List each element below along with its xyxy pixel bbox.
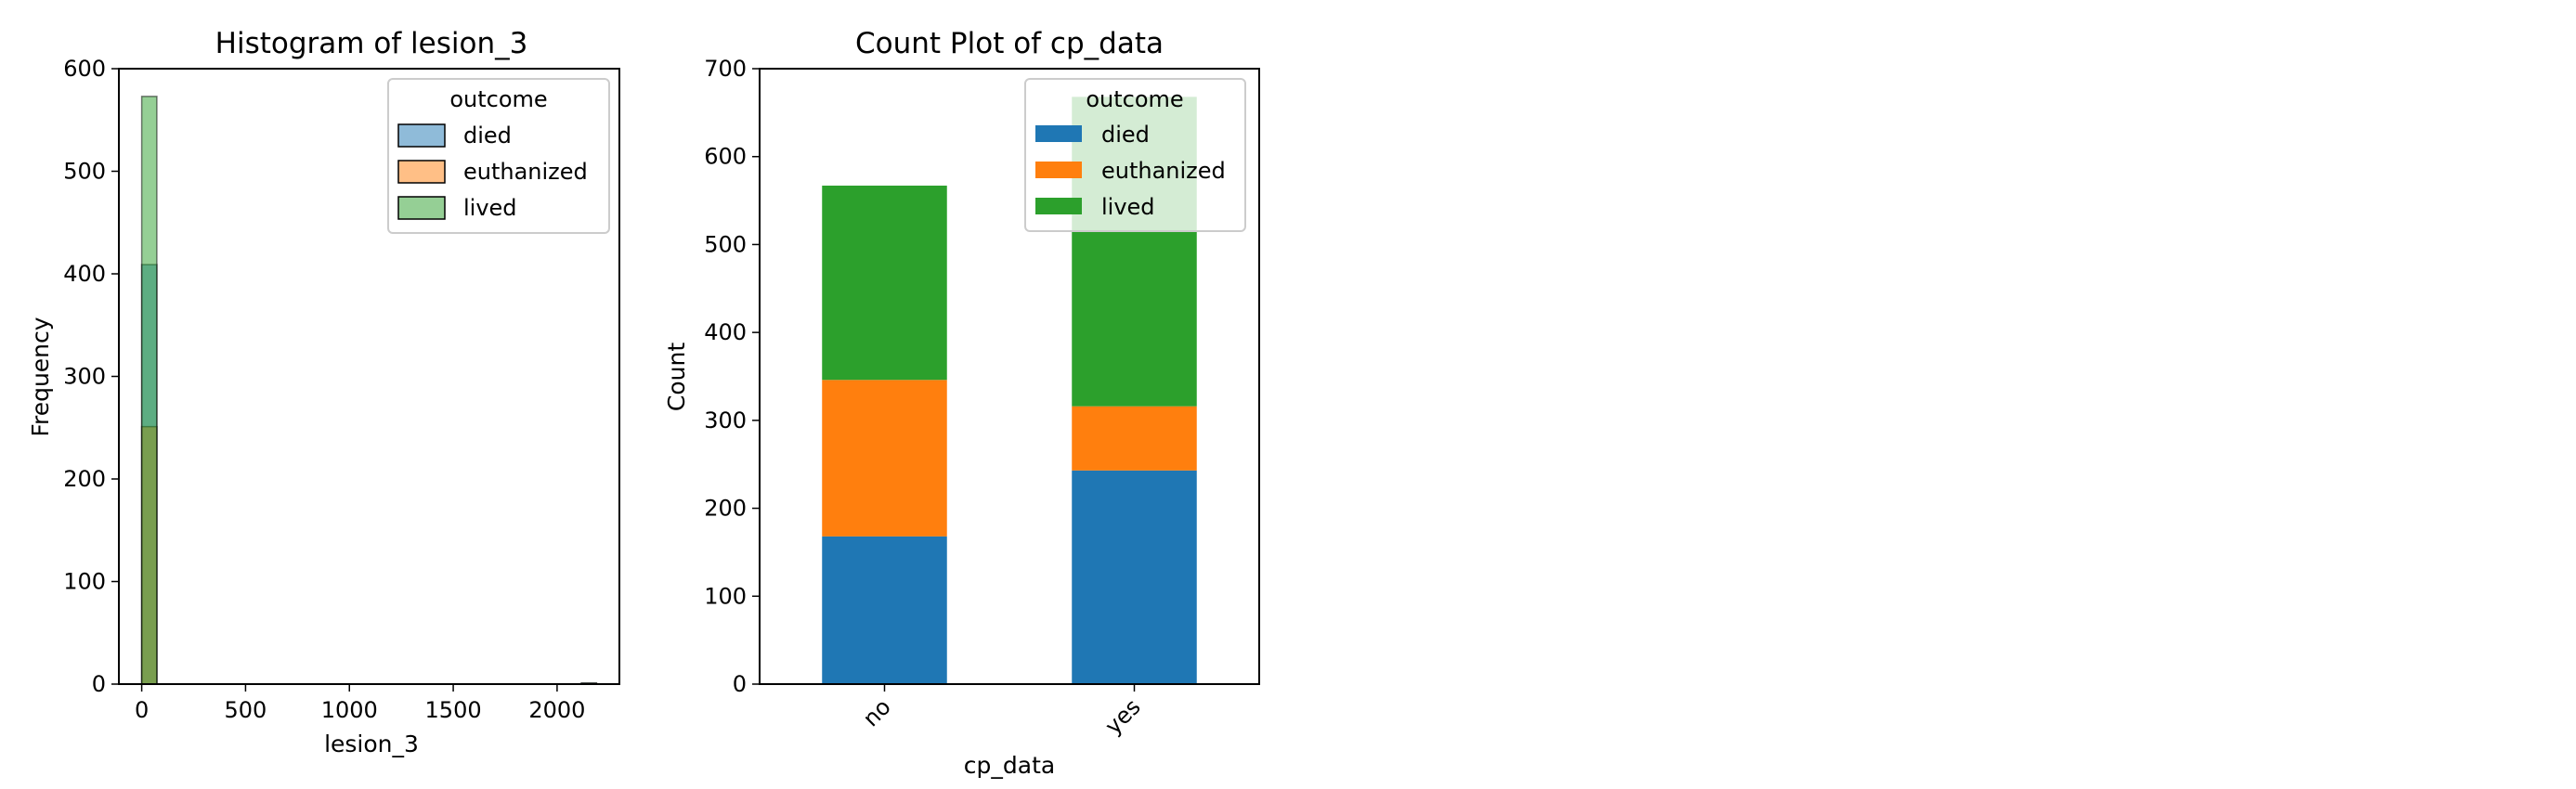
y-tick-label: 300 [63, 364, 106, 390]
legend-label-lived: lived [463, 195, 517, 221]
legend-swatch-lived [1035, 198, 1082, 214]
bar-no-died [822, 536, 947, 684]
bar-yes-died [1072, 470, 1197, 684]
y-tick-label: 400 [704, 319, 747, 345]
histogram-chart: Histogram of lesion_3 0 500 1000 1500 2000 0… [27, 27, 620, 757]
x-axis-label: lesion_3 [324, 731, 419, 757]
x-tick-label: 500 [225, 697, 267, 723]
legend-title: outcome [1086, 86, 1183, 112]
legend: outcome died euthanized lived [1024, 78, 1246, 232]
x-axis-ticks: 0 500 1000 1500 2000 [135, 684, 585, 723]
y-tick-label: 300 [704, 407, 747, 433]
y-tick-label: 700 [704, 56, 747, 82]
legend-label-euthanized: euthanized [1101, 158, 1226, 184]
legend-label-lived: lived [1101, 194, 1155, 220]
legend-box [1024, 78, 1246, 232]
chart-title: Count Plot of cp_data [855, 27, 1164, 60]
hist-bar-lived [140, 96, 158, 685]
x-tick-label: 1500 [425, 697, 482, 723]
legend-title: outcome [449, 86, 547, 112]
y-tick-label: 0 [92, 671, 106, 697]
y-axis-label: Count [663, 343, 690, 411]
axes-frame [759, 68, 1260, 685]
legend-label-euthanized: euthanized [463, 159, 588, 185]
y-axis-ticks: 0 100 200 300 400 500 600 700 [704, 56, 760, 697]
x-tick-label: 2000 [528, 697, 585, 723]
x-tick-label: 1000 [321, 697, 378, 723]
y-tick-label: 100 [63, 569, 106, 595]
x-tick-label: 0 [135, 697, 149, 723]
legend-swatch-lived [397, 196, 446, 220]
x-axis-label: cp_data [964, 752, 1055, 779]
y-axis-label: Frequency [27, 317, 54, 436]
y-tick-label: 600 [63, 56, 106, 82]
legend-label-died: died [1101, 122, 1150, 148]
legend-swatch-euthanized [1035, 162, 1082, 178]
legend-swatch-euthanized [397, 160, 446, 184]
legend-swatch-died [397, 123, 446, 148]
y-tick-label: 200 [704, 496, 747, 522]
legend-swatch-died [1035, 125, 1082, 142]
y-tick-label: 100 [704, 583, 747, 609]
legend-box [387, 78, 610, 234]
bar-yes-euthanized [1072, 406, 1197, 471]
y-tick-label: 500 [63, 159, 106, 185]
y-tick-label: 500 [704, 231, 747, 257]
legend-label-died: died [463, 123, 512, 149]
y-tick-label: 200 [63, 466, 106, 492]
chart-title: Histogram of lesion_3 [215, 27, 528, 60]
legend: outcome died euthanized lived [387, 78, 610, 234]
y-tick-label: 0 [733, 671, 747, 697]
y-tick-label: 600 [704, 144, 747, 170]
bar-no-lived [822, 185, 947, 381]
y-axis-ticks: 0 100 200 300 400 500 600 [63, 56, 119, 697]
y-tick-label: 400 [63, 261, 106, 287]
bar-no-euthanized [822, 380, 947, 537]
